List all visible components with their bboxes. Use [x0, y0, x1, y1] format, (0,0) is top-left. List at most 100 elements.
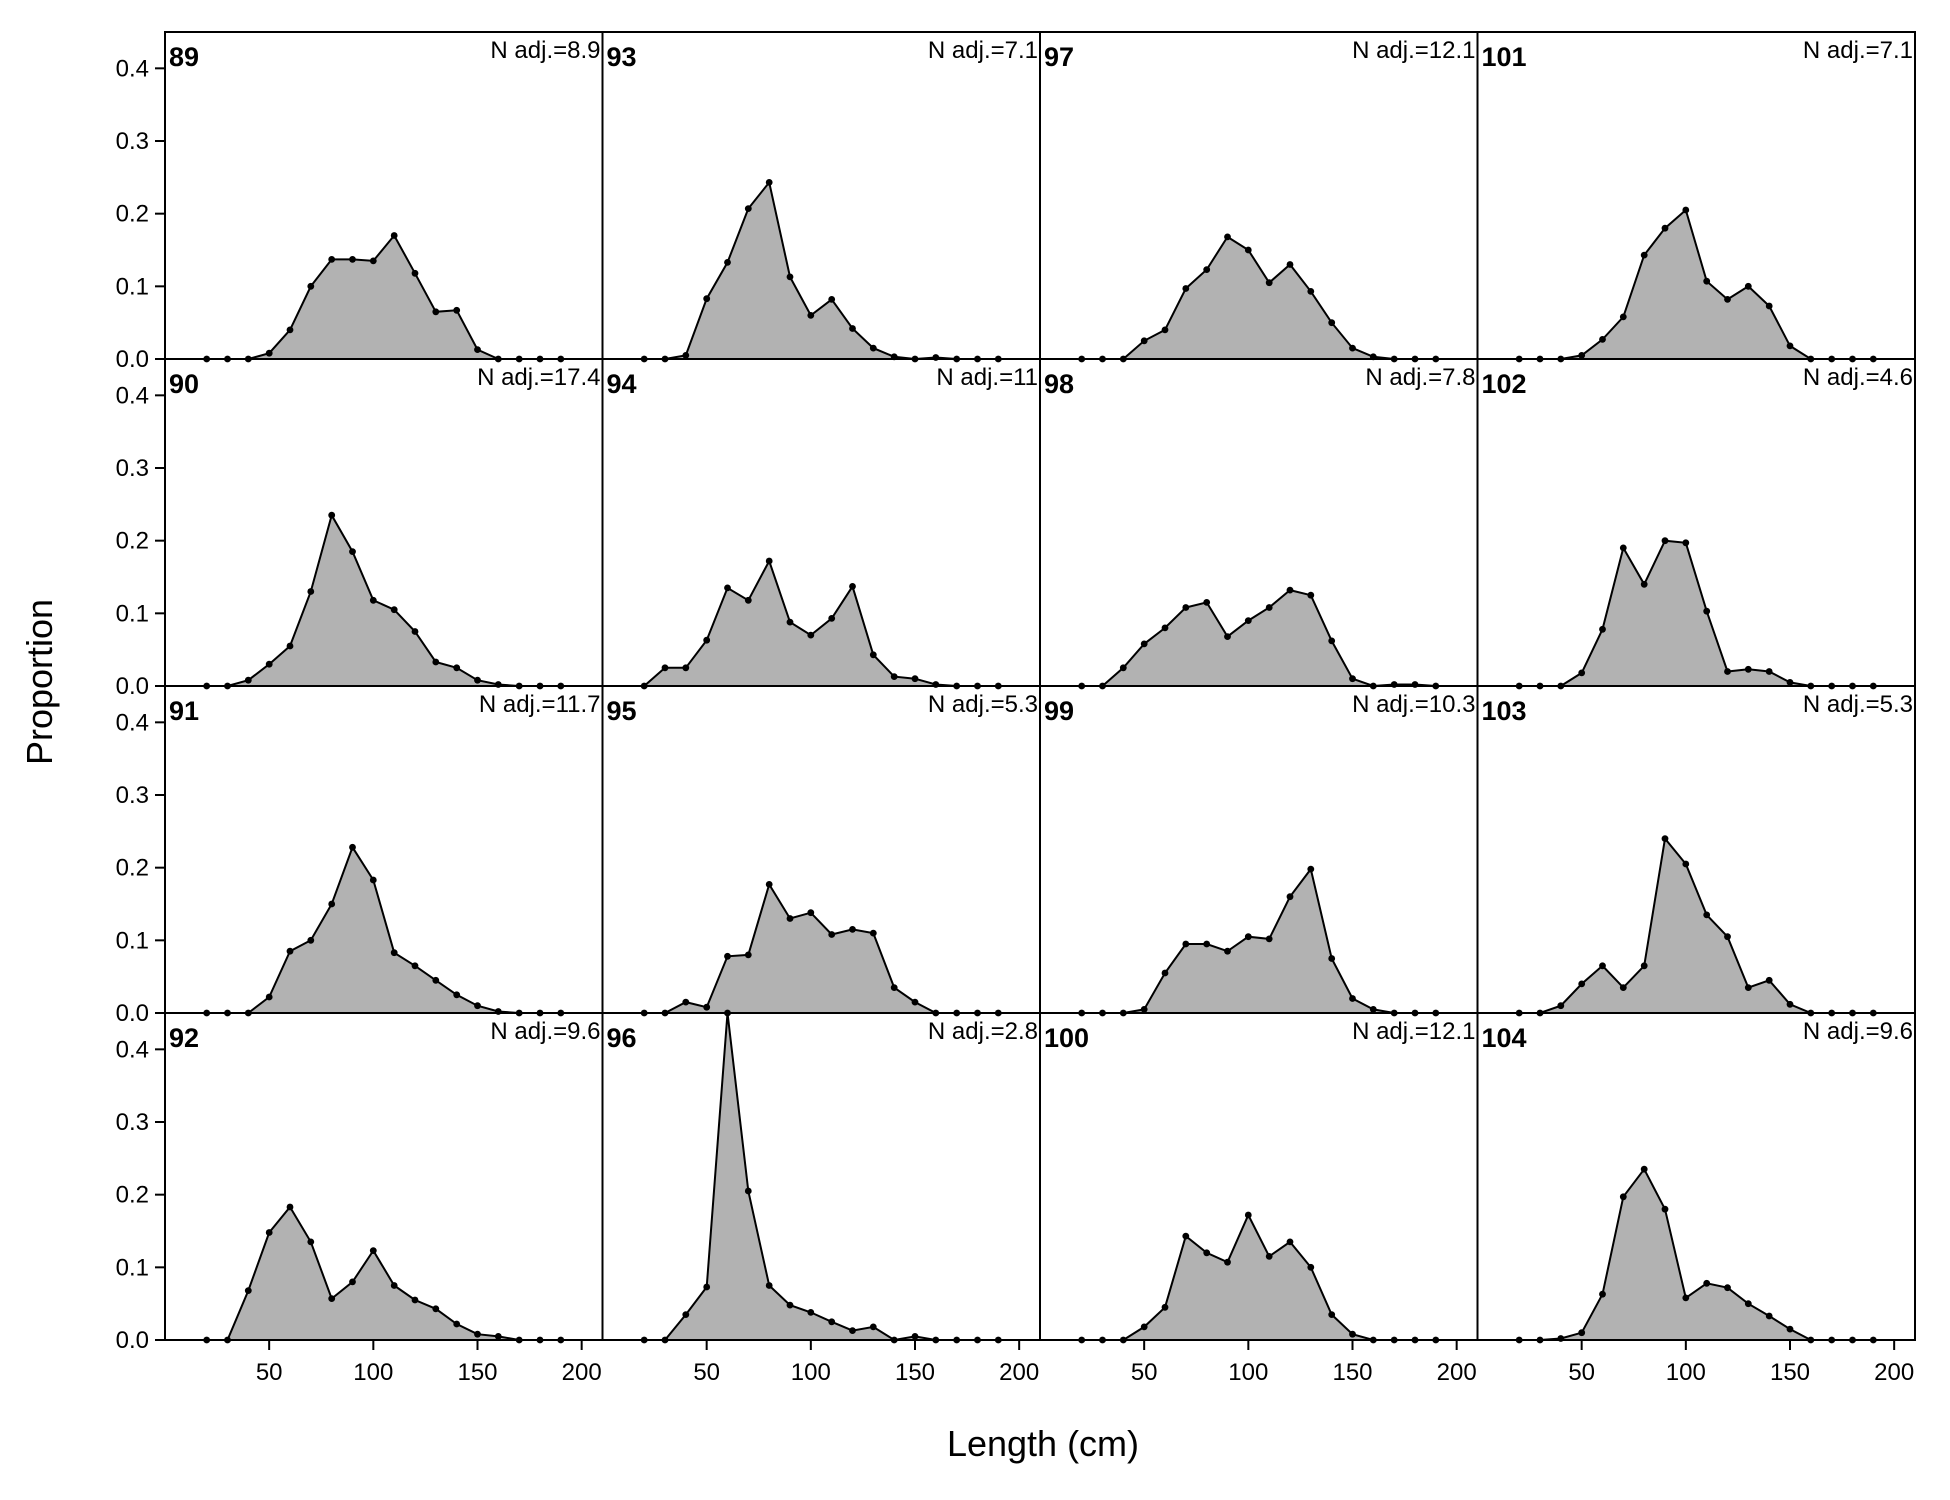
- x-tick-label: 150: [1770, 1359, 1810, 1386]
- data-point: [1786, 342, 1794, 350]
- panel-93: 93 N adj.=7.1: [601, 31, 1041, 363]
- data-point: [1765, 976, 1773, 984]
- data-point: [1140, 337, 1148, 345]
- data-point: [1744, 984, 1752, 991]
- data-point: [724, 952, 731, 960]
- data-point: [1682, 539, 1690, 547]
- data-point: [1161, 326, 1169, 334]
- n-adj-label: N adj.=10.3: [1352, 691, 1475, 718]
- n-adj-label: N adj.=11: [936, 364, 1038, 391]
- data-point: [265, 349, 273, 357]
- data-point: [1203, 599, 1211, 606]
- panel-102: 102 N adj.=4.6: [1476, 358, 1916, 690]
- data-point: [1244, 1211, 1252, 1219]
- data-point: [494, 1333, 502, 1340]
- data-point: [1744, 665, 1752, 673]
- data-point: [411, 962, 419, 970]
- x-tick-label: 100: [791, 1359, 831, 1386]
- data-point: [307, 282, 315, 290]
- panel-96: 96 N adj.=2.8 50 100 150 200: [601, 1009, 1041, 1386]
- panel-label: 89: [169, 42, 199, 72]
- panel-98: 98 N adj.=7.8: [1039, 358, 1479, 690]
- y-tick-label: 0.2: [116, 1182, 149, 1209]
- data-point: [1307, 1263, 1315, 1271]
- area-fill: [644, 182, 999, 359]
- data-point: [1765, 668, 1773, 675]
- data-point: [1599, 962, 1606, 970]
- data-point: [1203, 266, 1211, 273]
- data-point: [890, 984, 898, 991]
- data-point: [807, 312, 815, 319]
- data-point: [1349, 344, 1356, 352]
- n-adj-label: N adj.=9.6: [1803, 1018, 1913, 1045]
- data-point: [1224, 1258, 1231, 1266]
- data-point: [474, 1330, 481, 1338]
- x-tick-label: 50: [693, 1359, 720, 1386]
- data-point: [265, 660, 273, 668]
- data-point: [807, 909, 815, 917]
- data-point: [1349, 675, 1356, 683]
- n-adj-label: N adj.=7.1: [928, 37, 1038, 64]
- panel-91: 91 N adj.=11.7 0.0 0.1 0.2 0.3 0.4: [116, 685, 604, 1027]
- data-point: [1161, 969, 1169, 977]
- data-point: [453, 991, 461, 999]
- data-point: [1640, 1165, 1648, 1173]
- data-point: [244, 1287, 252, 1294]
- data-point: [849, 583, 856, 590]
- data-point: [1578, 669, 1586, 677]
- data-point: [390, 232, 398, 239]
- series-line: [1081, 866, 1436, 1014]
- data-point: [1265, 604, 1273, 611]
- x-tick-label: 150: [457, 1359, 497, 1386]
- data-point: [1599, 336, 1606, 343]
- data-point: [1265, 279, 1273, 287]
- series-line: [643, 558, 999, 687]
- data-point: [1349, 1330, 1356, 1338]
- area-fill: [644, 561, 999, 686]
- data-point: [828, 615, 836, 622]
- data-point: [1765, 1312, 1773, 1320]
- data-point: [286, 1203, 294, 1211]
- y-tick-label: 0.0: [116, 1000, 149, 1027]
- data-point: [1224, 947, 1231, 955]
- panel-label: 102: [1482, 369, 1527, 399]
- area-fill: [1081, 236, 1436, 359]
- data-point: [1328, 637, 1336, 645]
- data-point: [1682, 1294, 1690, 1302]
- data-point: [1349, 995, 1356, 1002]
- data-point: [744, 596, 752, 604]
- y-tick-label: 0.1: [116, 1254, 149, 1281]
- x-tick-label: 150: [1332, 1359, 1372, 1386]
- y-tick-label: 0.2: [116, 528, 149, 555]
- data-point: [869, 344, 877, 352]
- y-tick-label: 0.0: [116, 346, 149, 373]
- area-fill: [1081, 869, 1436, 1013]
- n-adj-label: N adj.=12.1: [1352, 37, 1475, 64]
- data-point: [869, 1323, 877, 1331]
- data-point: [1724, 668, 1731, 675]
- n-adj-label: N adj.=9.6: [490, 1018, 600, 1045]
- n-adj-label: N adj.=17.4: [477, 364, 600, 391]
- series-line: [644, 180, 999, 361]
- panel-89: 89 N adj.=8.9 0.0 0.1 0.2 0.3 0.4: [116, 31, 604, 373]
- panel-92: 92 N adj.=9.6 0.0 0.1 0.2 0.3 0.4 50 100 150 200: [116, 1012, 604, 1386]
- x-tick-label: 50: [1568, 1359, 1595, 1386]
- x-tick-label: 200: [562, 1359, 602, 1386]
- data-point: [307, 1238, 315, 1246]
- data-point: [411, 628, 419, 635]
- data-point: [390, 1282, 398, 1289]
- n-adj-label: N adj.=11.7: [479, 691, 601, 718]
- data-point: [682, 664, 690, 672]
- data-point: [1328, 319, 1336, 327]
- n-adj-label: N adj.=12.1: [1352, 1018, 1475, 1045]
- y-tick-label: 0.3: [116, 128, 149, 155]
- data-point: [369, 257, 377, 265]
- panel-104: 104 N adj.=9.6 50 100 150 200: [1476, 1012, 1916, 1386]
- y-tick-label: 0.1: [116, 927, 149, 954]
- panel-103: 103 N adj.=5.3: [1476, 685, 1916, 1017]
- data-point: [1661, 835, 1669, 842]
- data-point: [328, 1295, 336, 1302]
- data-point: [1640, 251, 1648, 259]
- data-point: [682, 352, 690, 359]
- data-point: [474, 1002, 481, 1010]
